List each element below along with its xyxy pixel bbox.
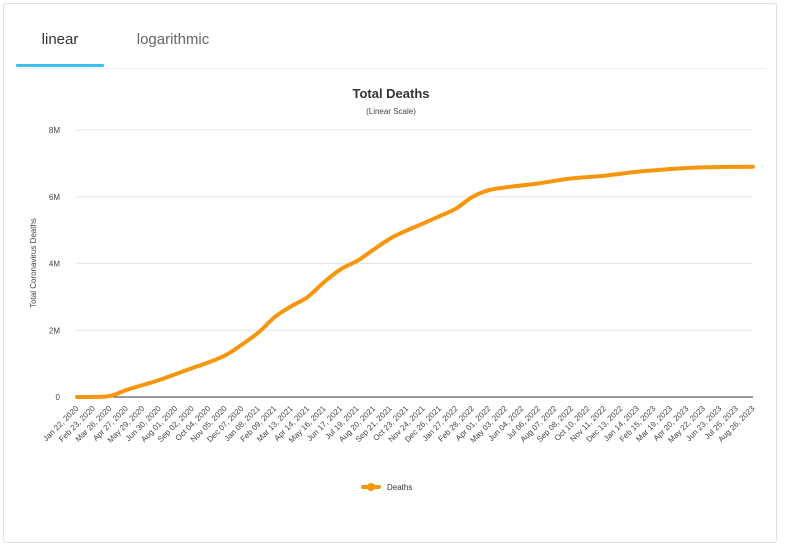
- data-point[interactable]: [603, 175, 605, 177]
- data-point[interactable]: [702, 166, 704, 168]
- data-point[interactable]: [191, 367, 193, 369]
- data-point[interactable]: [92, 396, 94, 398]
- data-point[interactable]: [307, 296, 309, 298]
- data-point[interactable]: [752, 166, 754, 168]
- data-point[interactable]: [373, 248, 375, 250]
- data-point[interactable]: [109, 395, 111, 397]
- data-point[interactable]: [340, 268, 342, 270]
- data-point[interactable]: [175, 373, 177, 375]
- data-point[interactable]: [76, 396, 78, 398]
- series-layer: [76, 166, 754, 399]
- data-point[interactable]: [389, 237, 391, 239]
- data-point[interactable]: [422, 222, 424, 224]
- y-tick-label: 2M: [49, 326, 60, 335]
- data-point[interactable]: [719, 166, 721, 168]
- y-tick-layer: 0 2M 4M 6M 8M: [49, 126, 61, 402]
- legend-marker: [367, 483, 375, 491]
- data-point[interactable]: [636, 171, 638, 173]
- data-point[interactable]: [125, 389, 127, 391]
- data-point[interactable]: [158, 379, 160, 381]
- y-tick-label: 0: [56, 393, 61, 402]
- y-tick-label: 8M: [49, 126, 60, 135]
- data-point[interactable]: [653, 169, 655, 171]
- data-point[interactable]: [472, 196, 474, 198]
- data-point[interactable]: [241, 343, 243, 345]
- data-point[interactable]: [620, 173, 622, 175]
- y-tick-label: 6M: [49, 193, 60, 202]
- legend-label-deaths: Deaths: [387, 483, 412, 492]
- data-point[interactable]: [554, 180, 556, 182]
- data-point[interactable]: [537, 182, 539, 184]
- data-point[interactable]: [274, 316, 276, 318]
- data-point[interactable]: [686, 167, 688, 169]
- data-point[interactable]: [587, 176, 589, 178]
- data-point[interactable]: [669, 168, 671, 170]
- data-point[interactable]: [455, 207, 457, 209]
- data-point[interactable]: [406, 229, 408, 231]
- chart-subtitle: (Linear Scale): [366, 107, 416, 116]
- y-tick-label: 4M: [49, 260, 60, 269]
- data-point[interactable]: [142, 384, 144, 386]
- data-point[interactable]: [208, 361, 210, 363]
- data-point[interactable]: [735, 166, 737, 168]
- data-point[interactable]: [323, 281, 325, 283]
- data-point[interactable]: [290, 305, 292, 307]
- y-axis-label: Total Coronavirus Deaths: [29, 218, 38, 308]
- data-point[interactable]: [257, 331, 259, 333]
- series-line-deaths[interactable]: [77, 167, 753, 397]
- data-point[interactable]: [504, 186, 506, 188]
- legend[interactable]: Deaths: [363, 483, 412, 492]
- data-point[interactable]: [356, 260, 358, 262]
- data-point[interactable]: [570, 177, 572, 179]
- chart-title: Total Deaths: [352, 86, 429, 101]
- data-point[interactable]: [224, 354, 226, 356]
- data-point[interactable]: [439, 215, 441, 217]
- data-point[interactable]: [521, 184, 523, 186]
- data-point[interactable]: [488, 189, 490, 191]
